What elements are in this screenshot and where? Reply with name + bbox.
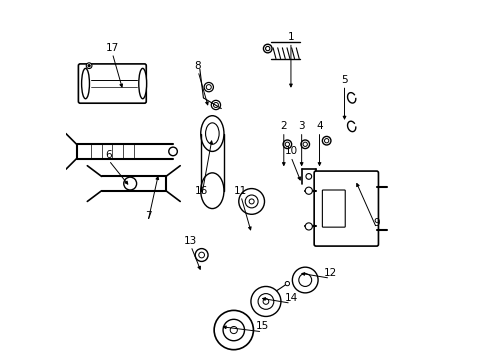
Circle shape bbox=[250, 287, 281, 316]
Ellipse shape bbox=[81, 68, 89, 99]
Circle shape bbox=[248, 199, 254, 204]
FancyBboxPatch shape bbox=[322, 190, 345, 227]
Text: 4: 4 bbox=[316, 121, 322, 131]
FancyBboxPatch shape bbox=[78, 64, 146, 103]
Ellipse shape bbox=[139, 68, 146, 99]
Text: 3: 3 bbox=[298, 121, 305, 131]
Text: 9: 9 bbox=[373, 218, 379, 228]
Text: 1: 1 bbox=[287, 32, 294, 42]
Circle shape bbox=[298, 274, 311, 287]
Text: 17: 17 bbox=[105, 43, 119, 53]
Circle shape bbox=[300, 140, 309, 149]
Circle shape bbox=[305, 223, 312, 230]
Text: 11: 11 bbox=[234, 186, 247, 196]
Circle shape bbox=[195, 249, 207, 261]
Circle shape bbox=[168, 147, 177, 156]
Circle shape bbox=[213, 103, 218, 108]
Circle shape bbox=[292, 267, 317, 293]
Text: 8: 8 bbox=[194, 61, 201, 71]
Text: 6: 6 bbox=[105, 150, 112, 160]
Circle shape bbox=[305, 187, 312, 194]
Circle shape bbox=[322, 136, 330, 145]
Text: 13: 13 bbox=[184, 236, 197, 246]
Circle shape bbox=[244, 195, 258, 208]
Text: 16: 16 bbox=[195, 186, 208, 196]
Circle shape bbox=[265, 46, 269, 51]
Circle shape bbox=[230, 327, 237, 334]
Circle shape bbox=[305, 174, 311, 179]
Circle shape bbox=[283, 140, 291, 149]
Text: 5: 5 bbox=[341, 75, 347, 85]
Circle shape bbox=[285, 282, 289, 286]
Text: 7: 7 bbox=[144, 211, 151, 221]
Circle shape bbox=[263, 298, 268, 304]
Circle shape bbox=[123, 177, 136, 190]
Circle shape bbox=[238, 189, 264, 214]
Circle shape bbox=[203, 82, 213, 92]
Circle shape bbox=[88, 64, 90, 67]
Circle shape bbox=[206, 85, 211, 90]
Circle shape bbox=[198, 252, 204, 258]
Text: 15: 15 bbox=[255, 321, 268, 332]
Ellipse shape bbox=[201, 173, 224, 208]
Ellipse shape bbox=[205, 123, 219, 144]
FancyBboxPatch shape bbox=[313, 171, 378, 246]
Text: 14: 14 bbox=[284, 293, 297, 303]
Circle shape bbox=[324, 139, 328, 143]
Circle shape bbox=[263, 44, 271, 53]
Circle shape bbox=[211, 100, 220, 110]
Circle shape bbox=[214, 310, 253, 350]
Text: 10: 10 bbox=[284, 147, 297, 157]
Text: 2: 2 bbox=[280, 121, 286, 131]
Circle shape bbox=[285, 142, 289, 147]
Ellipse shape bbox=[201, 116, 224, 152]
Circle shape bbox=[303, 142, 307, 147]
Circle shape bbox=[258, 294, 273, 309]
Circle shape bbox=[86, 63, 92, 68]
Circle shape bbox=[223, 319, 244, 341]
Text: 12: 12 bbox=[323, 268, 336, 278]
